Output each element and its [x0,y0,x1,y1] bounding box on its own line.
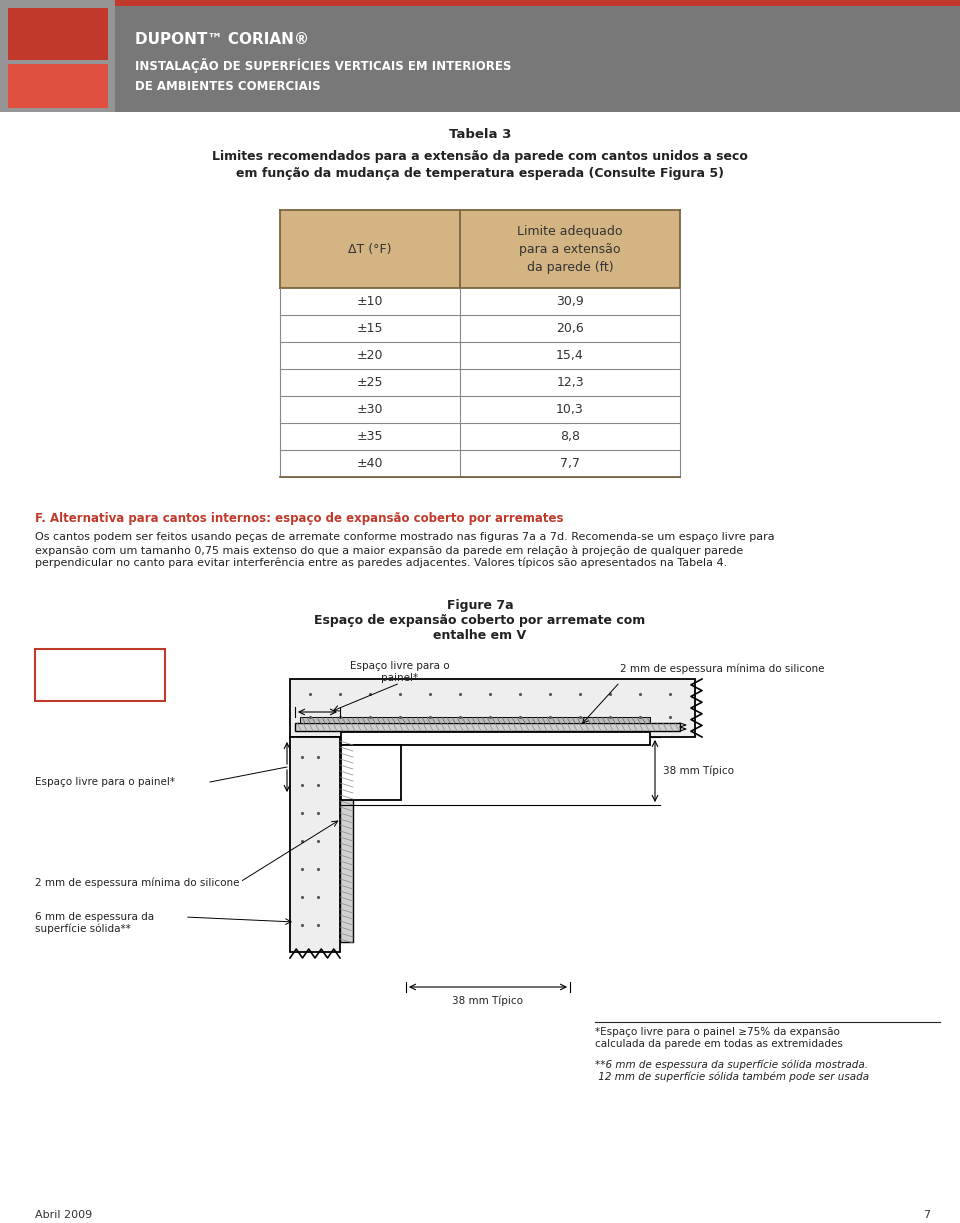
Text: em função da mudança de temperatura esperada (Consulte Figura 5): em função da mudança de temperatura espe… [236,168,724,180]
Bar [300,717,650,723]
Text: Abril 2009: Abril 2009 [35,1210,92,1221]
Text: ±40: ±40 [357,457,383,470]
Bar [0,0,115,113]
Text: ±20: ±20 [357,349,383,362]
Text: 30,9: 30,9 [556,295,584,308]
Bar [340,739,353,942]
Text: 6 mm de espessura da
superfície sólida**: 6 mm de espessura da superfície sólida** [35,912,155,934]
Text: 20,6: 20,6 [556,322,584,335]
Text: *Espaço livre para o painel ≥75% da expansão
calculada da parede em todas as ext: *Espaço livre para o painel ≥75% da expa… [595,1027,843,1048]
Text: Espaço de expansão coberto por arremate com: Espaço de expansão coberto por arremate … [314,614,646,627]
Text: ΔT (°F): ΔT (°F) [348,242,392,256]
Text: DE AMBIENTES COMERCIAIS: DE AMBIENTES COMERCIAIS [135,79,321,93]
Bar [290,737,340,951]
Text: 38 mm Típico: 38 mm Típico [452,996,523,1005]
Text: INSTALAÇÃO DE SUPERFÍCIES VERTICAIS EM INTERIORES: INSTALAÇÃO DE SUPERFÍCIES VERTICAIS EM I… [135,57,512,73]
Bar [341,733,650,745]
Text: 15,4: 15,4 [556,349,584,362]
Text: ±35: ±35 [357,430,383,443]
Text: Figure 7a: Figure 7a [446,599,514,612]
Bar [8,9,108,60]
Text: ±25: ±25 [357,375,383,389]
Text: Limites recomendados para a extensão da parede com cantos unidos a seco: Limites recomendados para a extensão da … [212,150,748,163]
Text: **6 mm de espessura da superfície sólida mostrada.
 12 mm de superfície sólida t: **6 mm de espessura da superfície sólida… [595,1059,869,1081]
Text: 2 mm de espessura mínima do silicone: 2 mm de espessura mínima do silicone [35,877,239,888]
Text: expansão com um tamanho 0,75 mais extenso do que a maior expansão da parede em r: expansão com um tamanho 0,75 mais extens… [35,545,743,555]
Text: 38 mm Típico: 38 mm Típico [663,766,734,777]
Text: DUPONT™ CORIAN®: DUPONT™ CORIAN® [135,32,309,46]
Bar [35,649,165,701]
Text: Tabela 3: Tabela 3 [449,128,511,141]
Bar [341,745,401,800]
Text: ±30: ±30 [357,404,383,416]
Text: entalhe em V: entalhe em V [433,629,527,642]
Text: 7,7: 7,7 [560,457,580,470]
Text: ±10: ±10 [357,295,383,308]
Text: Os cantos podem ser feitos usando peças de arremate conforme mostrado nas figura: Os cantos podem ser feitos usando peças … [35,532,775,542]
Text: F. Alternativa para cantos internos: espaço de expansão coberto por arremates: F. Alternativa para cantos internos: esp… [35,512,564,525]
Bar [290,679,695,737]
Text: 8,8: 8,8 [560,430,580,443]
Bar [280,210,680,287]
Text: 10,3: 10,3 [556,404,584,416]
Text: 12,3: 12,3 [556,375,584,389]
Bar [295,723,680,731]
Bar [0,0,960,6]
Text: ±15: ±15 [357,322,383,335]
Text: Limite adequado
para a extensão
da parede (ft): Limite adequado para a extensão da pared… [517,225,623,274]
Bar [8,64,108,108]
Text: perpendicular no canto para evitar interferência entre as paredes adjacentes. Va: perpendicular no canto para evitar inter… [35,558,728,569]
Bar [0,0,960,113]
Text: 2 mm de espessura mínima do silicone: 2 mm de espessura mínima do silicone [620,664,825,675]
Text: Espaço livre para o
painel*: Espaço livre para o painel* [350,660,450,682]
Text: 7: 7 [923,1210,930,1221]
Text: Espaço livre para o painel*: Espaço livre para o painel* [35,777,175,786]
